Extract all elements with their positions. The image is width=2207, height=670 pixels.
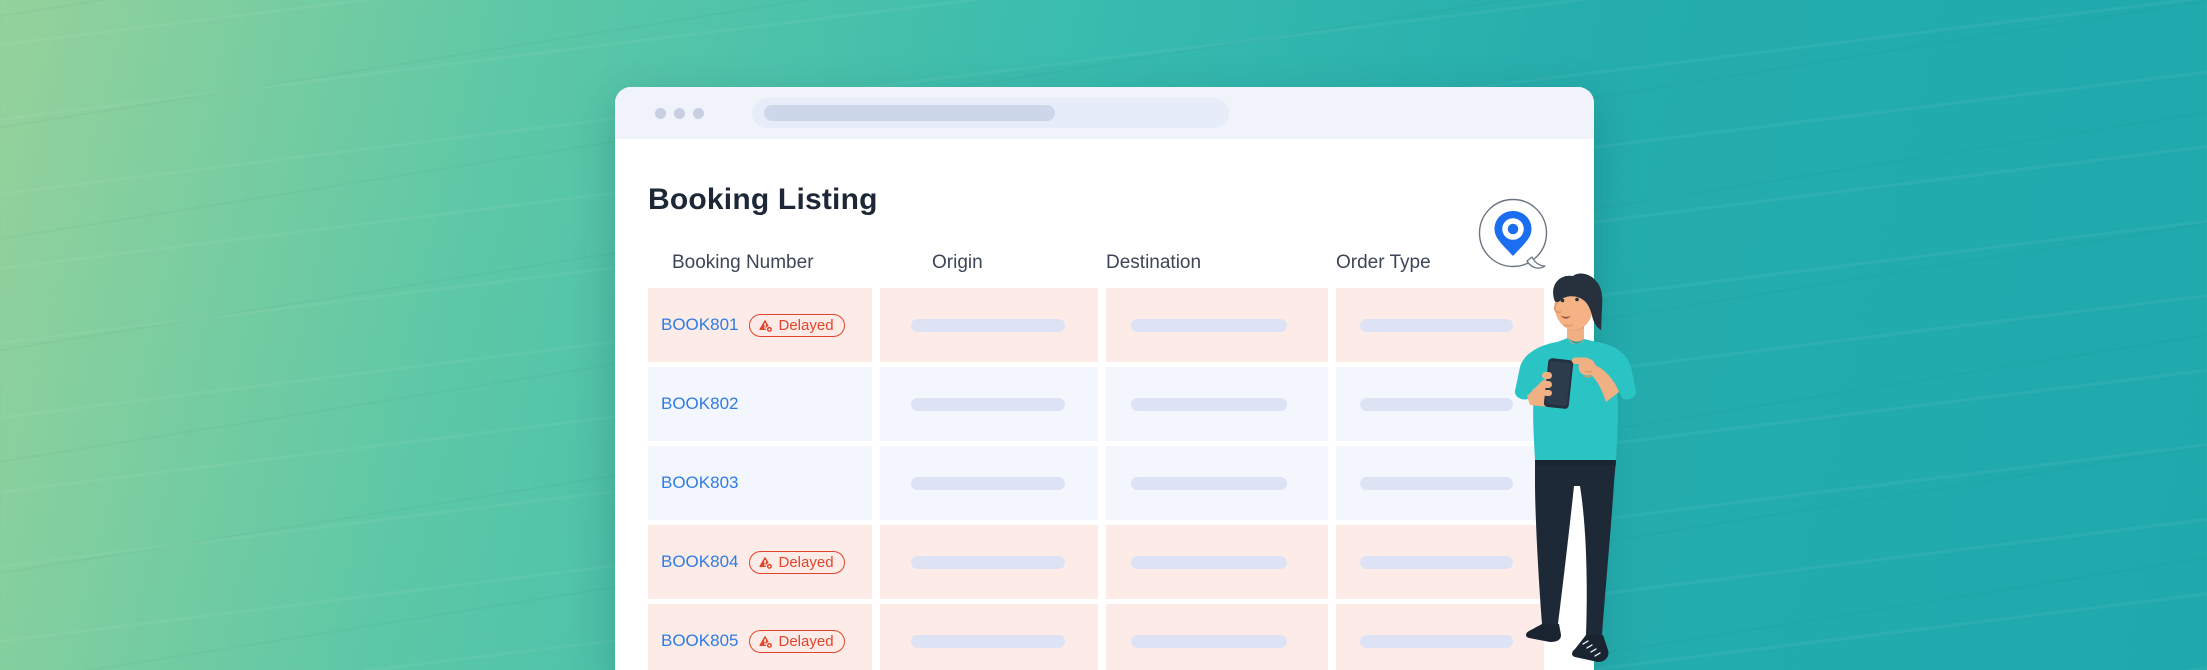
warning-triangle-icon [758, 635, 773, 649]
order-type-cell [1336, 288, 1544, 362]
booking-link[interactable]: BOOK801 [661, 315, 739, 334]
destination-cell [1106, 525, 1328, 599]
skeleton-placeholder [911, 555, 1065, 569]
booking-link[interactable]: BOOK805 [661, 631, 739, 650]
skeleton-placeholder [911, 318, 1065, 332]
table-row: BOOK804 Delayed [648, 525, 1545, 599]
table-row: BOOK801 Delayed [648, 288, 1545, 362]
table-header-row: Booking Number Origin Destination Order … [648, 249, 1545, 277]
delayed-badge-label: Delayed [778, 632, 834, 650]
origin-cell [880, 525, 1098, 599]
destination-cell [1106, 604, 1328, 670]
skeleton-placeholder [911, 397, 1065, 411]
skeleton-placeholder [1360, 634, 1513, 648]
booking-number-cell: BOOK803 [648, 446, 872, 520]
booking-number-cell: BOOK804 Delayed [648, 525, 872, 599]
origin-cell [880, 446, 1098, 520]
origin-cell [880, 604, 1098, 670]
window-control-dot [655, 107, 666, 119]
skeleton-placeholder [911, 476, 1065, 490]
skeleton-placeholder [1360, 476, 1513, 490]
skeleton-placeholder [1131, 476, 1287, 490]
address-bar [752, 98, 1229, 128]
booking-link[interactable]: BOOK802 [661, 394, 739, 413]
table-row: BOOK802 [648, 367, 1545, 441]
column-header-origin: Origin [932, 252, 983, 273]
order-type-cell [1336, 446, 1544, 520]
window-control-dots [655, 107, 704, 119]
skeleton-placeholder [1360, 397, 1513, 411]
destination-cell [1106, 446, 1328, 520]
skeleton-placeholder [1131, 555, 1287, 569]
warning-triangle-icon [758, 319, 773, 333]
map-pin-icon [1478, 198, 1548, 269]
destination-cell [1106, 367, 1328, 441]
skeleton-placeholder [1131, 634, 1287, 648]
origin-cell [880, 288, 1098, 362]
destination-cell [1106, 288, 1328, 362]
delayed-badge-label: Delayed [778, 316, 834, 334]
column-header-order-type: Order Type [1336, 252, 1431, 273]
delayed-badge: Delayed [748, 629, 845, 653]
column-header-destination: Destination [1106, 252, 1202, 273]
skeleton-placeholder [1131, 318, 1287, 332]
window-control-dot [693, 107, 704, 119]
browser-titlebar [615, 87, 1594, 139]
browser-window: Booking Listing Booking Number Origin De… [615, 87, 1594, 670]
delayed-badge: Delayed [748, 313, 845, 337]
order-type-cell [1336, 367, 1544, 441]
skeleton-placeholder [911, 634, 1065, 648]
booking-link[interactable]: BOOK803 [661, 473, 739, 492]
column-header-booking-number: Booking Number [672, 252, 814, 273]
table-row: BOOK805 Delayed [648, 604, 1545, 670]
warning-triangle-icon [758, 556, 773, 570]
delayed-badge: Delayed [748, 550, 845, 574]
booking-number-cell: BOOK805 Delayed [648, 604, 872, 670]
booking-link[interactable]: BOOK804 [661, 552, 739, 571]
skeleton-placeholder [1360, 555, 1513, 569]
order-type-cell [1336, 525, 1544, 599]
table-body: BOOK801 Delayed [648, 288, 1545, 670]
delayed-badge-label: Delayed [778, 553, 834, 571]
table-row: BOOK803 [648, 446, 1545, 520]
page-content: Booking Listing Booking Number Origin De… [615, 139, 1594, 670]
skeleton-placeholder [1360, 318, 1513, 332]
origin-cell [880, 367, 1098, 441]
skeleton-placeholder [1131, 397, 1287, 411]
booking-number-cell: BOOK802 [648, 367, 872, 441]
location-button[interactable] [1477, 198, 1549, 270]
page-title: Booking Listing [648, 183, 878, 216]
address-bar-placeholder [764, 105, 1055, 121]
window-control-dot [674, 107, 685, 119]
booking-number-cell: BOOK801 Delayed [648, 288, 872, 362]
order-type-cell [1336, 604, 1544, 670]
